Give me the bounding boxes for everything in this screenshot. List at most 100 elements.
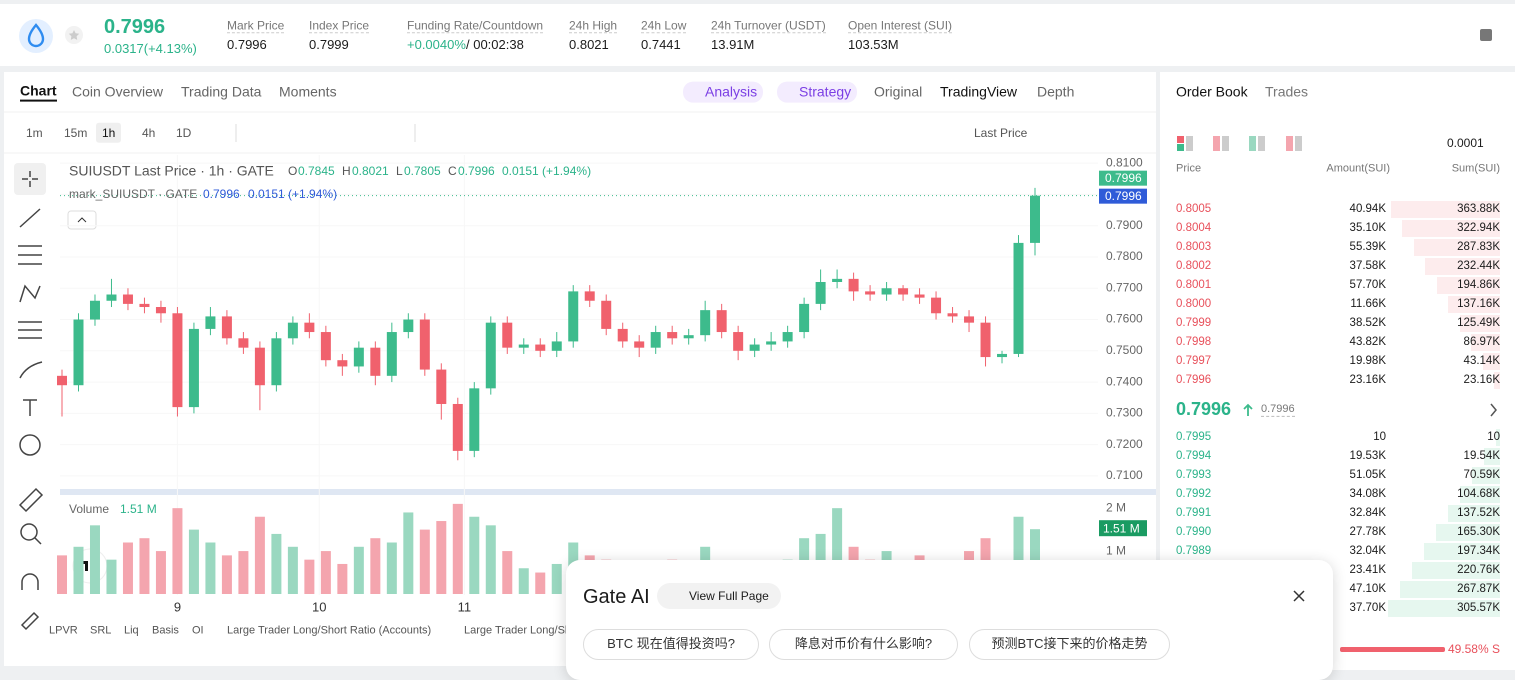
prompt-button[interactable]: 预测BTC接下来的价格走势	[969, 629, 1170, 660]
volume-bar	[337, 563, 348, 594]
candle-body	[667, 332, 678, 339]
indicator[interactable]: OI	[192, 624, 204, 637]
stat-value: +0.0040%	[407, 37, 466, 53]
candle-body	[452, 403, 463, 451]
depth-bar	[1425, 258, 1500, 275]
candle-body	[815, 281, 826, 304]
book-amount: 38.52K	[1349, 317, 1386, 330]
up-arrow	[1243, 403, 1253, 416]
interval[interactable]: 1D	[176, 125, 192, 140]
y-tick-label: 0.7100	[1106, 468, 1143, 482]
candle-body	[89, 300, 100, 320]
prompt-label[interactable]: 预测BTC接下来的价格走势	[991, 636, 1148, 652]
chevron[interactable]	[1490, 403, 1497, 417]
candle-body	[799, 303, 810, 333]
interval[interactable]: 1m	[26, 125, 43, 140]
mark-value: 0.7996	[203, 186, 240, 201]
indicator[interactable]: Large Trader Long/Short Ratio (Accounts)	[227, 624, 432, 637]
candle-body	[898, 288, 909, 295]
legend-value: 0.8021	[352, 163, 389, 178]
candle-body	[997, 353, 1008, 358]
legend-value: 0.7996	[458, 163, 495, 178]
candle-body	[617, 328, 628, 342]
chart-tab[interactable]: Chart	[20, 83, 57, 102]
drawing-tools[interactable]	[18, 171, 44, 631]
depth-bar	[1471, 334, 1500, 351]
settings-icon[interactable]	[1480, 29, 1492, 41]
interval[interactable]: 15m	[64, 125, 88, 140]
tool-selected[interactable]	[14, 163, 46, 195]
legend-key: H	[342, 163, 351, 178]
book-amount: 47.10K	[1349, 583, 1386, 596]
candle-body	[287, 322, 298, 339]
legend-key: C	[448, 163, 457, 178]
chart-tab[interactable]: Moments	[279, 83, 337, 100]
candle-body	[221, 316, 232, 339]
stat-value: 103.53M	[848, 37, 899, 53]
book-tab[interactable]: Trades	[1265, 83, 1309, 100]
last-price-tag-label: 0.7996	[1105, 171, 1142, 185]
book-sum: 267.87K	[1457, 583, 1500, 596]
view-full-page[interactable]: View Full Page	[689, 588, 769, 603]
volume-bar	[469, 516, 480, 594]
book-layout-icons[interactable]	[1177, 136, 1302, 151]
book-price: 0.7998	[1176, 336, 1212, 349]
prompt-label[interactable]: BTC 现在值得投资吗?	[607, 636, 735, 652]
volume-bar	[57, 555, 67, 594]
close-icon[interactable]	[1293, 590, 1305, 602]
candle-body	[584, 291, 595, 301]
depth-bar	[1413, 239, 1500, 256]
indicator[interactable]: SRL	[90, 624, 112, 637]
interval[interactable]: 1h	[96, 122, 122, 144]
indicator[interactable]: Basis	[152, 624, 179, 637]
book-sum: 194.86K	[1457, 279, 1500, 292]
volume-bar	[320, 551, 331, 594]
book-sum: 86.97K	[1463, 336, 1500, 349]
collapse-icon[interactable]	[77, 217, 87, 223]
book-price: 0.7996	[1176, 374, 1212, 387]
chart-tab[interactable]: Coin Overview	[72, 83, 164, 100]
book-amount: 57.70K	[1349, 279, 1386, 292]
volume-bar	[238, 551, 249, 594]
price-source[interactable]: Last Price	[974, 125, 1028, 140]
prompt-button[interactable]: 降息对币价有什么影响?	[769, 629, 958, 660]
chart-mode[interactable]: TradingView	[940, 83, 1018, 100]
chart-mode[interactable]: Depth	[1037, 83, 1075, 100]
y-tick-label: 0.7500	[1106, 343, 1143, 357]
depth-bar	[1436, 277, 1500, 294]
chart-mode[interactable]: Strategy	[777, 81, 858, 103]
collapse-button[interactable]	[67, 210, 97, 230]
depth-bar	[1484, 448, 1500, 465]
indicator[interactable]: Large Trader Long/Sh	[464, 624, 572, 637]
tick-size[interactable]: 0.0001	[1447, 135, 1484, 150]
chart-mode[interactable]: Analysis	[683, 81, 764, 103]
candle-body	[1030, 195, 1040, 243]
candle-body	[716, 310, 727, 333]
book-sum: 165.30K	[1457, 526, 1500, 539]
stat-label: 24h Turnover (USDT)	[711, 18, 826, 34]
pane-divider	[60, 489, 1156, 495]
prompt-label[interactable]: 降息对币价有什么影响?	[794, 636, 933, 652]
volume-bar	[436, 521, 447, 594]
mark-price-tag-label: 0.7996	[1105, 189, 1142, 203]
star-icon[interactable]	[68, 30, 80, 40]
chart-tab[interactable]: Trading Data	[181, 83, 262, 100]
depth-bar	[1460, 486, 1500, 503]
chart-mode[interactable]: Original	[874, 83, 923, 100]
stat-value: 0.7996	[227, 37, 267, 53]
candle-body	[749, 344, 760, 351]
view-full-page-button[interactable]: View Full Page	[657, 583, 781, 609]
stat-value: 0.8021	[569, 37, 609, 53]
indicator[interactable]: LPVR	[49, 624, 78, 637]
indicator[interactable]: Liq	[124, 624, 139, 637]
candle-body	[353, 347, 364, 367]
col-header: Price	[1176, 162, 1202, 175]
interval[interactable]: 4h	[142, 125, 156, 140]
book-price: 0.7993	[1176, 469, 1212, 482]
prompt-button[interactable]: BTC 现在值得投资吗?	[583, 629, 759, 660]
book-tab[interactable]: Order Book	[1176, 83, 1248, 100]
coin-logo-bg	[19, 19, 53, 53]
volume-bar	[304, 559, 315, 594]
ratio-bar	[1340, 647, 1445, 652]
book-amount: 19.53K	[1349, 450, 1386, 463]
